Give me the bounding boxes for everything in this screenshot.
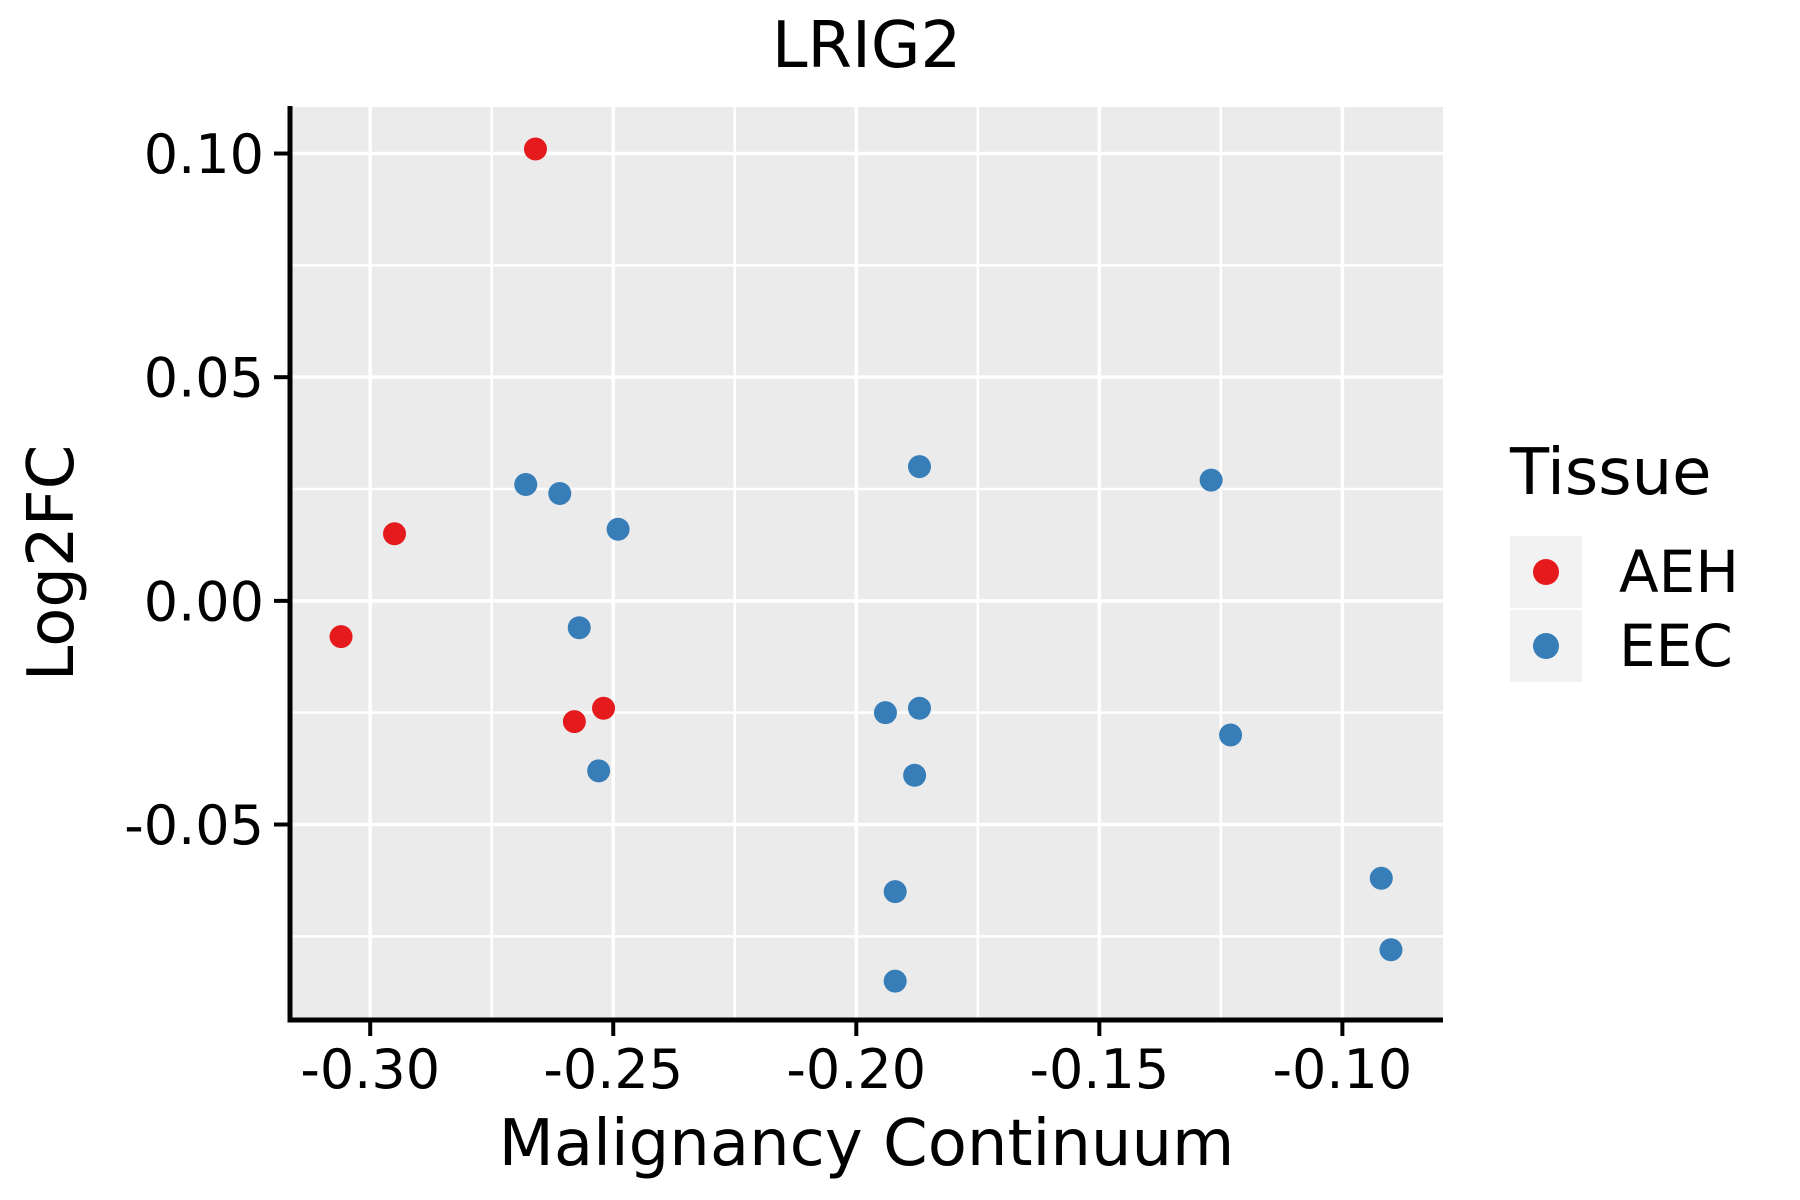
data-point-eec <box>907 696 931 720</box>
y-axis-title: Log2FC <box>15 444 89 682</box>
legend: Tissue AEH EEC <box>1510 440 1739 684</box>
legend-dot-aeh-icon <box>1533 559 1559 585</box>
data-point-eec <box>1219 723 1243 747</box>
data-point-aeh <box>562 710 586 734</box>
data-point-eec <box>883 969 907 993</box>
legend-label-aeh: AEH <box>1619 538 1739 606</box>
x-tick-label: -0.25 <box>543 1038 683 1101</box>
legend-label-eec: EEC <box>1619 612 1733 680</box>
data-point-eec <box>587 759 611 783</box>
data-point-eec <box>1199 468 1223 492</box>
legend-dot-eec-icon <box>1533 633 1559 659</box>
x-tick-label: -0.30 <box>300 1038 440 1101</box>
data-point-eec <box>907 455 931 479</box>
x-axis-title: Malignancy Continuum <box>498 1107 1235 1181</box>
data-point-aeh <box>592 696 616 720</box>
x-tick-label: -0.15 <box>1029 1038 1169 1101</box>
y-tick-label: 0.00 <box>144 570 264 633</box>
data-point-aeh <box>329 625 353 649</box>
data-point-aeh <box>523 137 547 161</box>
data-point-eec <box>883 880 907 904</box>
legend-key-eec <box>1510 610 1582 682</box>
legend-key-aeh <box>1510 536 1582 608</box>
data-point-eec <box>548 481 572 505</box>
data-point-eec <box>567 616 591 640</box>
x-tick-label: -0.10 <box>1273 1038 1413 1101</box>
chart-title: LRIG2 <box>771 9 962 83</box>
data-point-eec <box>903 763 927 787</box>
legend-item-aeh: AEH <box>1510 536 1739 608</box>
panel-background <box>290 107 1443 1020</box>
y-tick-label: -0.05 <box>124 794 264 857</box>
data-point-eec <box>606 517 630 541</box>
y-tick-label: 0.10 <box>144 123 264 186</box>
data-point-eec <box>1379 938 1403 962</box>
legend-item-eec: EEC <box>1510 610 1739 682</box>
x-tick-label: -0.20 <box>786 1038 926 1101</box>
data-point-eec <box>514 473 538 497</box>
y-tick-label: 0.05 <box>144 347 264 410</box>
data-point-eec <box>873 701 897 725</box>
legend-title: Tissue <box>1510 436 1712 510</box>
data-point-eec <box>1369 866 1393 890</box>
data-point-aeh <box>383 522 407 546</box>
